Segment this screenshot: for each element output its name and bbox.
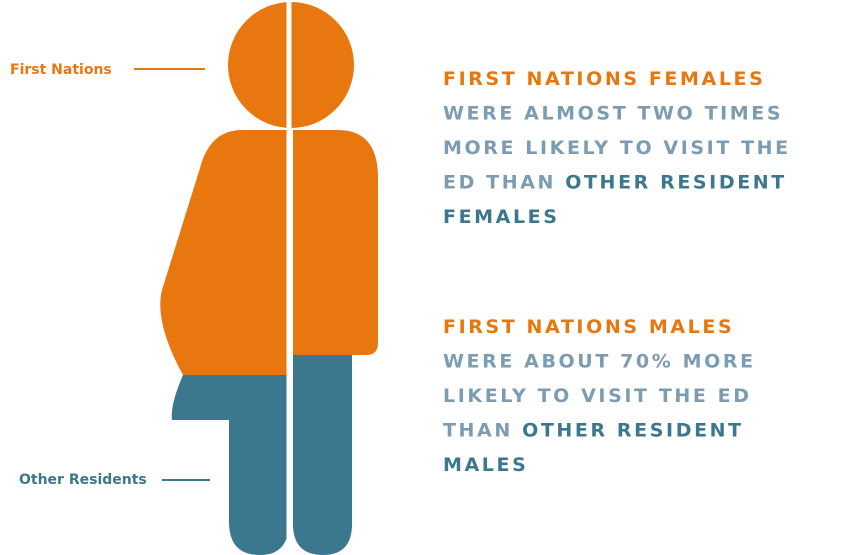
statement-segment: OTHER RESIDENT — [522, 420, 744, 442]
statement-segment: OTHER RESIDENT — [565, 172, 787, 194]
statement-segment: FIRST NATIONS FEMALES — [443, 68, 765, 90]
statement-segment: WERE ALMOST TWO TIMES — [443, 103, 783, 125]
statement-line: LIKELY TO VISIT THE ED — [443, 385, 752, 407]
statement-line: MALES — [443, 454, 528, 476]
figure — [160, 0, 378, 555]
statements: FIRST NATIONS FEMALES WERE ALMOST TWO TIM… — [443, 68, 791, 476]
statement-line: WERE ABOUT 70% MORE — [443, 351, 756, 373]
statement-line: FIRST NATIONS FEMALES — [443, 68, 765, 90]
statement-segment: THAN — [443, 420, 522, 442]
statement-line: WERE ALMOST TWO TIMES — [443, 103, 783, 125]
right-leg — [293, 355, 352, 555]
statement-line: THAN OTHER RESIDENT — [443, 420, 744, 442]
statement-segment: FEMALES — [443, 206, 560, 228]
statement-line: ED THAN OTHER RESIDENT — [443, 172, 787, 194]
statement-segment: ED THAN — [443, 172, 565, 194]
dress — [160, 130, 289, 375]
statement-segment: MALES — [443, 454, 528, 476]
torso — [293, 130, 378, 355]
left-leg — [171, 375, 289, 555]
divider — [286, 0, 292, 555]
statement-segment: MORE LIKELY TO VISIT THE — [443, 137, 791, 159]
statement-segment: FIRST NATIONS MALES — [443, 316, 734, 338]
statement-segment: LIKELY TO VISIT THE ED — [443, 385, 752, 407]
first-nations-label: First Nations — [10, 62, 112, 78]
statement-line: FEMALES — [443, 206, 560, 228]
statement-line: FIRST NATIONS MALES — [443, 316, 734, 338]
other-residents-label: Other Residents — [19, 472, 147, 488]
statement-line: MORE LIKELY TO VISIT THE — [443, 137, 791, 159]
statement-segment: WERE ABOUT 70% MORE — [443, 351, 756, 373]
